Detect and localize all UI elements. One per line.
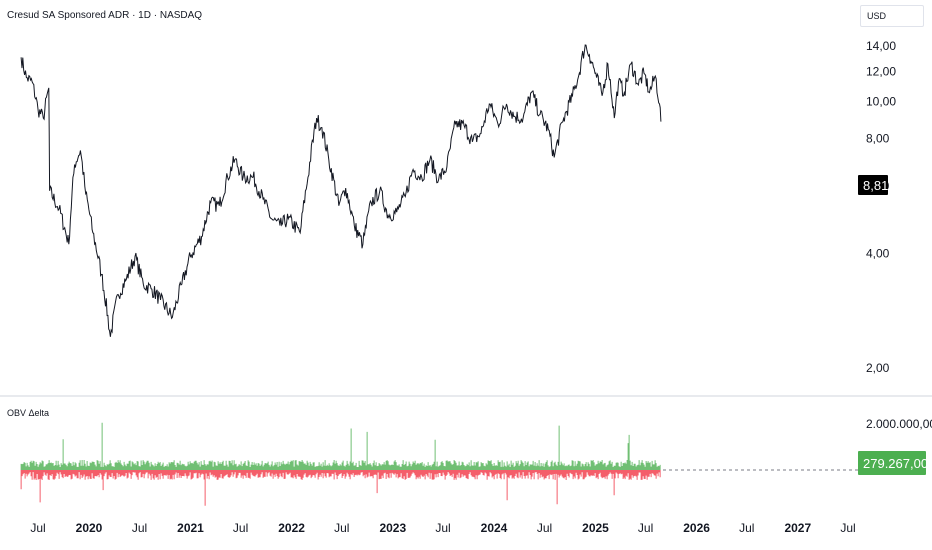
obv-delta-bars [20, 422, 661, 506]
time-tick-label: Jul [537, 521, 552, 535]
indicator-title: OBV Δelta [7, 408, 50, 418]
indicator-axis-tick: 2.000.000,00 [866, 417, 932, 431]
price-tick-label: 4,00 [866, 246, 890, 260]
time-tick-label: Jul [30, 521, 45, 535]
price-tick-label: 2,00 [866, 361, 890, 375]
last-price-label: 8,81 [863, 178, 888, 193]
price-tick-label: 10,00 [866, 95, 896, 109]
time-tick-label: Jul [435, 521, 450, 535]
price-tick-label: 12,00 [866, 65, 896, 79]
price-tick-label: 14,00 [866, 39, 896, 53]
time-tick-label: Jul [233, 521, 248, 535]
time-tick-label: 2020 [76, 521, 103, 535]
time-tick-label: Jul [638, 521, 653, 535]
time-tick-label: Jul [739, 521, 754, 535]
price-tick-label: 8,00 [866, 132, 890, 146]
last-delta-badge [858, 451, 926, 475]
last-delta-label: 279.267,00 [863, 456, 928, 471]
time-tick-label: Jul [840, 521, 855, 535]
time-tick-label: 2022 [278, 521, 305, 535]
currency-button[interactable]: USD [860, 5, 924, 27]
price-line [20, 44, 662, 337]
time-tick-label: 2025 [582, 521, 609, 535]
time-tick-label: Jul [132, 521, 147, 535]
time-tick-label: 2026 [683, 521, 710, 535]
time-tick-label: 2024 [481, 521, 508, 535]
time-tick-label: Jul [334, 521, 349, 535]
chart-title: Cresud SA Sponsored ADR · 1D · NASDAQ [7, 10, 203, 21]
time-axis[interactable]: Jul 2020 Jul 2021 Jul 2022 Jul 2023 Jul 2024 Jul 20… [30, 521, 855, 535]
time-tick-label: 2023 [379, 521, 406, 535]
time-tick-label: 2021 [177, 521, 204, 535]
last-price-badge [858, 175, 888, 195]
time-tick-label: 2027 [784, 521, 811, 535]
